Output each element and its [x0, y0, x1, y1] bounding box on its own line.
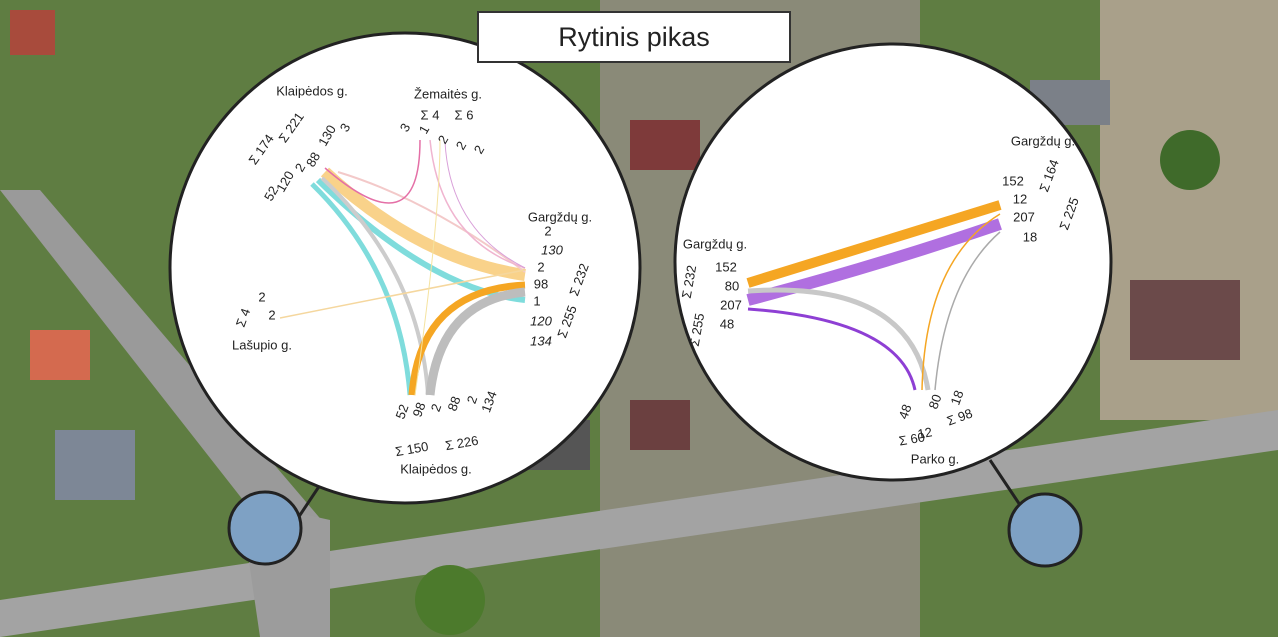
count-label: 18: [1023, 229, 1037, 244]
street-name: Žemaitės g.: [414, 86, 482, 101]
flow: [320, 176, 430, 396]
flow: [320, 167, 526, 281]
count-label: 2: [258, 289, 265, 304]
count-label: 52: [261, 183, 281, 203]
flow: [414, 139, 441, 396]
flow: [746, 200, 1002, 288]
house: [10, 10, 55, 55]
street-name: Gargždų g.: [683, 236, 747, 251]
count-label: 120: [530, 313, 552, 328]
count-label: 2: [544, 223, 551, 238]
flow: [324, 139, 421, 204]
count-label: 18: [947, 388, 966, 407]
road: [0, 190, 330, 560]
count-label: 2: [268, 307, 275, 322]
count-label: 80: [725, 278, 739, 293]
sum-label: Σ 150: [394, 439, 429, 460]
left-flows: [279, 139, 526, 396]
count-label: 2: [464, 394, 481, 406]
right-flows: [746, 200, 1002, 391]
count-label: 130: [541, 242, 563, 257]
count-label: 207: [1013, 209, 1035, 224]
flow: [310, 182, 413, 396]
house: [630, 120, 700, 170]
sum-label: Σ 4: [421, 107, 440, 122]
flow: [279, 269, 526, 319]
flow: [408, 281, 526, 396]
location-marker: [1007, 492, 1083, 568]
flow: [921, 213, 1001, 391]
count-label: 2: [537, 259, 544, 274]
count-label: 12: [1013, 191, 1027, 206]
title-box: [477, 11, 791, 63]
count-label: 80: [925, 392, 944, 411]
flow: [425, 287, 526, 396]
sum-label: Σ 6: [455, 107, 474, 122]
house: [30, 330, 90, 380]
count-label: 152: [715, 259, 737, 274]
sum-label: Σ 60: [898, 429, 926, 448]
count-label: 98: [409, 400, 428, 419]
count-label: 98: [534, 276, 548, 291]
flow: [429, 139, 526, 269]
count-label: 88: [303, 149, 323, 169]
sum-label: Σ 255: [687, 312, 708, 347]
house: [630, 400, 690, 450]
tree: [1160, 130, 1220, 190]
count-label: 48: [720, 316, 734, 331]
location-marker: [227, 490, 303, 566]
title: Rytinis pikas: [558, 22, 710, 52]
count-label: 12: [916, 424, 933, 441]
count-label: 152: [1002, 173, 1024, 188]
sum-label: Σ 226: [444, 433, 479, 454]
count-label: 52: [392, 402, 411, 421]
count-label: 48: [895, 402, 914, 421]
tree: [415, 565, 485, 635]
flow: [337, 171, 526, 273]
street-name: Klaipėdos g.: [276, 83, 348, 98]
sum-label: Σ 4: [233, 306, 254, 329]
count-label: 134: [530, 333, 552, 348]
count-label: 207: [720, 297, 742, 312]
street-name: Lašupio g.: [232, 337, 292, 352]
sum-label: Σ 232: [679, 264, 700, 299]
left-lens: [168, 31, 642, 505]
street-name: Gargždų g.: [1011, 133, 1075, 148]
flow: [747, 287, 931, 391]
street-name: Klaipėdos g.: [400, 461, 472, 476]
house: [1130, 280, 1240, 360]
house: [55, 430, 135, 500]
count-label: 134: [478, 389, 500, 415]
flow: [444, 141, 526, 269]
count-label: 2: [428, 402, 445, 414]
count-label: 88: [444, 394, 463, 413]
count-label: 1: [533, 293, 540, 308]
street-name: Parko g.: [911, 451, 959, 466]
flow: [747, 307, 917, 391]
street-name: Gargždų g.: [528, 209, 592, 224]
flow: [934, 231, 1001, 391]
